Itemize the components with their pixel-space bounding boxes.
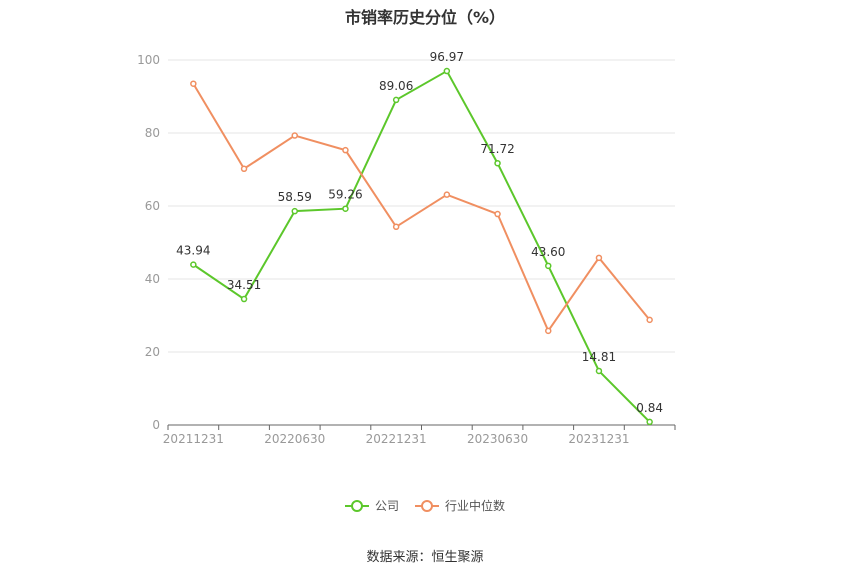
- legend-item-0[interactable]: 公司: [344, 497, 399, 514]
- data-label: 43.94: [176, 244, 210, 258]
- y-tick-label: 20: [145, 345, 160, 359]
- data-point: [595, 254, 603, 262]
- data-point: [392, 96, 400, 104]
- data-label: 34.51: [227, 278, 261, 292]
- legend-swatch: [344, 499, 369, 512]
- y-axis-ticks: 0 20 40 60 80 100: [137, 53, 160, 432]
- x-tick-label: 20221231: [366, 432, 427, 446]
- series-group: [190, 67, 653, 426]
- data-point: [291, 132, 298, 139]
- data-point: [342, 146, 349, 154]
- data-label: 14.81: [582, 350, 616, 364]
- series-line-1: [192, 83, 651, 333]
- x-tick-label: 20230630: [467, 432, 528, 446]
- data-point: [291, 207, 298, 215]
- y-tick-label: 60: [145, 199, 160, 213]
- y-tick-label: 100: [137, 53, 160, 67]
- y-tick-label: 40: [145, 272, 160, 286]
- legend: 公司 行业中位数: [0, 497, 850, 514]
- data-point: [240, 295, 248, 303]
- legend-item-1[interactable]: 行业中位数: [415, 497, 505, 514]
- legend-label: 公司: [374, 499, 399, 513]
- y-tick-label: 80: [145, 126, 160, 140]
- data-label: 59.26: [328, 188, 362, 202]
- data-point: [545, 262, 552, 270]
- data-point: [443, 67, 451, 75]
- data-point: [443, 191, 451, 198]
- y-tick-label: 0: [152, 418, 160, 432]
- legend-swatch: [415, 499, 439, 512]
- source-note: 数据来源：恒生聚源: [366, 550, 484, 565]
- data-label: 96.97: [430, 50, 464, 64]
- data-point: [392, 223, 400, 231]
- data-label: 43.60: [531, 245, 565, 259]
- data-point: [342, 205, 349, 212]
- data-label: 0.84: [636, 401, 663, 415]
- data-label: 89.06: [379, 79, 413, 93]
- data-label: 71.72: [480, 142, 514, 156]
- legend-label: 行业中位数: [445, 499, 506, 513]
- data-point: [646, 316, 653, 324]
- data-point: [595, 367, 603, 375]
- data-point: [545, 327, 552, 335]
- data-point: [494, 210, 501, 218]
- x-tick-label: 20220630: [264, 432, 325, 446]
- data-point: [190, 80, 197, 87]
- data-point: [646, 418, 653, 426]
- x-axis: 20211231 20220630 20221231 20230630 20231231: [163, 424, 676, 446]
- data-label: 58.59: [278, 190, 312, 204]
- x-tick-label: 20231231: [568, 432, 629, 446]
- x-tick-label: 20211231: [163, 432, 224, 446]
- data-point: [190, 261, 197, 268]
- series-line-0: [192, 69, 651, 423]
- data-point: [240, 165, 248, 173]
- data-labels: 43.94 34.51 58.59 59.26 89.06 96.97 71.72 43.60…: [176, 50, 663, 415]
- data-point: [494, 159, 501, 167]
- chart-title: 市销率历史分位（%）: [344, 8, 506, 27]
- grid-lines: [168, 59, 675, 353]
